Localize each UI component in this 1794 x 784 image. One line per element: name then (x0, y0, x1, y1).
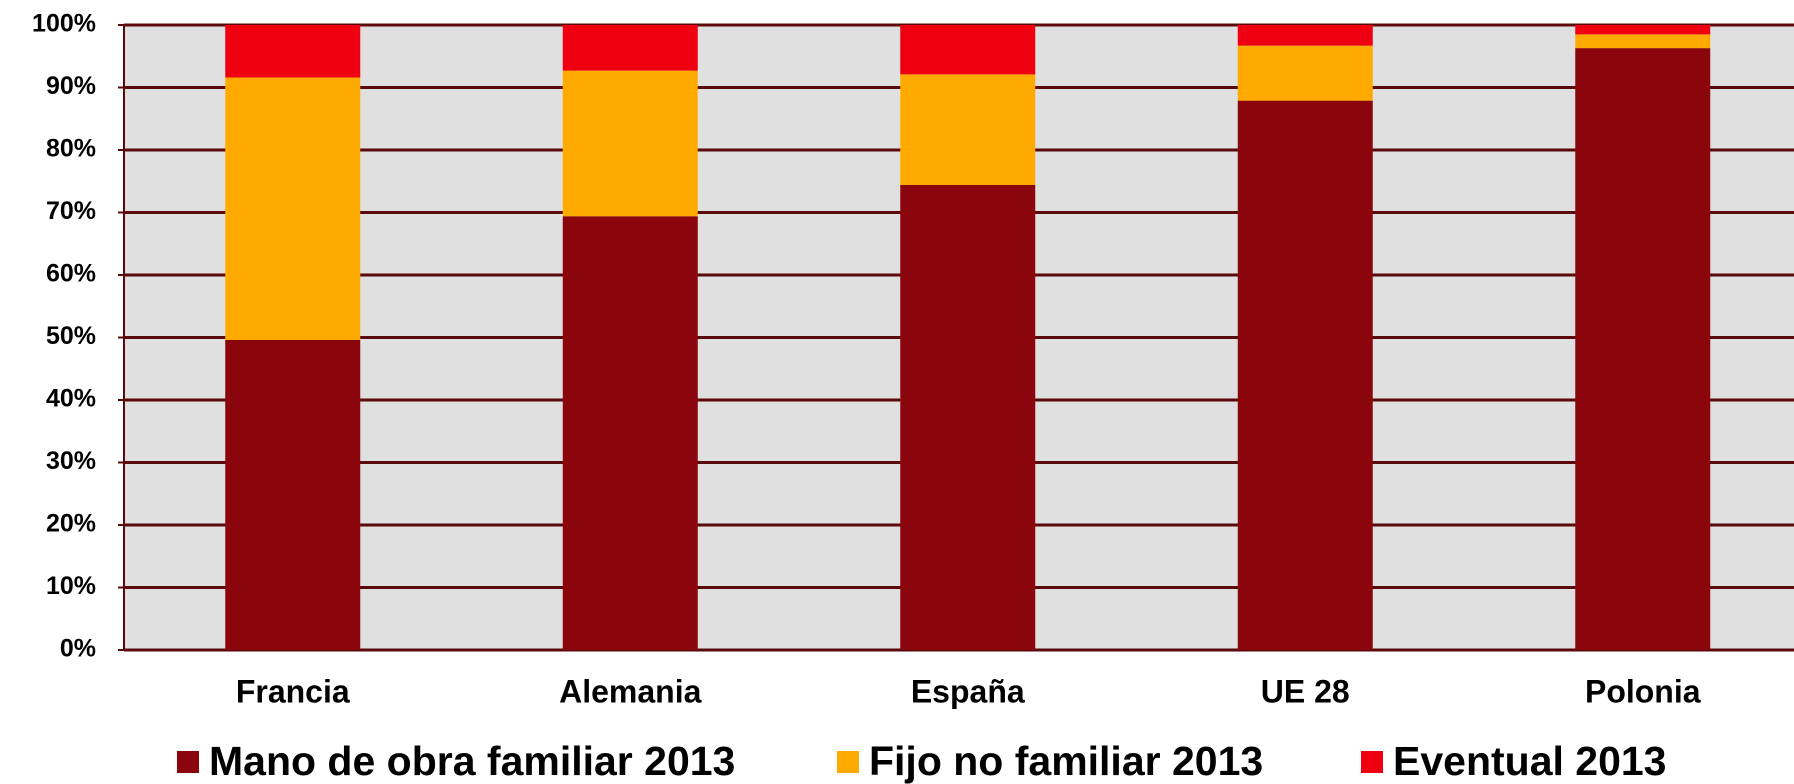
legend-swatch (837, 751, 859, 773)
x-tick-label: Francia (236, 673, 350, 709)
legend-label: Fijo no familiar 2013 (869, 738, 1263, 784)
legend-swatch (1361, 751, 1383, 773)
x-tick-label: Alemania (559, 673, 701, 709)
y-tick-label: 50% (46, 322, 96, 350)
bar-segment (1237, 45, 1373, 101)
bar-segment (562, 25, 698, 71)
x-tick-label: UE 28 (1261, 673, 1350, 709)
bar-segment (225, 340, 361, 650)
legend-label: Mano de obra familiar 2013 (209, 738, 735, 784)
y-tick-label: 0% (60, 635, 96, 663)
y-tick-label: 70% (46, 197, 96, 225)
y-tick-label: 40% (46, 385, 96, 413)
y-tick-label: 20% (46, 510, 96, 538)
bar-segment (1237, 100, 1373, 650)
bar-segment (900, 25, 1036, 75)
bar-segment (1575, 25, 1711, 35)
y-tick-label: 30% (46, 447, 96, 475)
bar-segment (562, 216, 698, 650)
x-tick-label: Polonia (1585, 673, 1701, 709)
legend-label: Eventual 2013 (1393, 738, 1667, 784)
bar-segment (1237, 25, 1373, 46)
bar-segment (1575, 48, 1711, 650)
bar-segment (562, 70, 698, 217)
y-tick-label: 80% (46, 135, 96, 163)
bar-segment (1575, 34, 1711, 49)
bar-segment (225, 77, 361, 340)
y-tick-label: 90% (46, 72, 96, 100)
x-tick-label: España (911, 673, 1025, 709)
bar-segment (900, 185, 1036, 650)
bar-segment (900, 74, 1036, 185)
y-tick-label: 100% (32, 10, 96, 38)
legend-swatch (177, 751, 199, 773)
y-tick-label: 10% (46, 572, 96, 600)
bar-segment (225, 25, 361, 78)
y-tick-label: 60% (46, 260, 96, 288)
